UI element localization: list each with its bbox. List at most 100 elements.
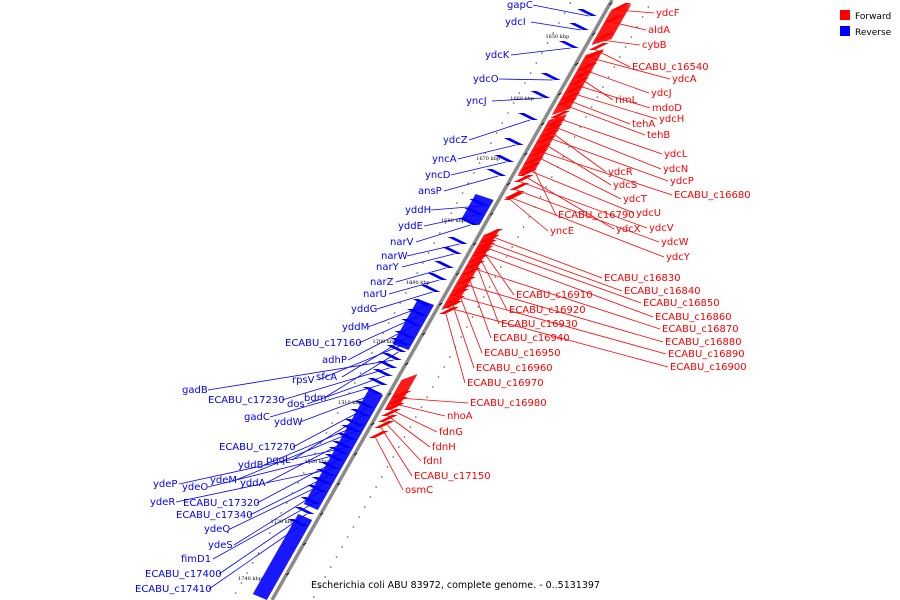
forward-gene-ECABU_c16540[interactable]	[588, 43, 609, 50]
gene-label-ydcI[interactable]: ydcI	[505, 17, 526, 28]
gene-label-ydeS[interactable]: ydeS	[208, 540, 233, 551]
reverse-gene-yddG[interactable]	[420, 285, 441, 292]
gene-label-yddM[interactable]: yddM	[342, 322, 369, 333]
reverse-gene-yncA[interactable]	[503, 138, 524, 145]
gene-label-sfcA[interactable]: sfcA	[316, 372, 337, 383]
gene-label-ydcK[interactable]: ydcK	[485, 50, 510, 61]
gene-label-ydcY[interactable]: ydcY	[666, 252, 691, 263]
reverse-gene-dos[interactable]	[372, 369, 393, 376]
gene-label-ydcX[interactable]: ydcX	[616, 224, 641, 235]
gene-label-rpsV[interactable]: rpsV	[292, 375, 315, 386]
gene-label-ydcN[interactable]: ydcN	[663, 164, 688, 175]
gene-label-ydcH[interactable]: ydcH	[659, 114, 684, 125]
gene-label-ECABU_c16970[interactable]: ECABU_c16970	[467, 378, 544, 389]
gene-label-rimL[interactable]: rimL	[615, 95, 638, 106]
gene-label-ansP[interactable]: ansP	[418, 186, 442, 197]
gene-label-gapC[interactable]: gapC	[507, 0, 533, 11]
gene-label-ydcT[interactable]: ydcT	[623, 194, 648, 205]
gene-label-ydcA[interactable]: ydcA	[672, 74, 697, 85]
gene-label-yncD[interactable]: yncD	[425, 170, 451, 181]
gene-label-tehA[interactable]: tehA	[632, 119, 655, 130]
reverse-gene-ydcO[interactable]	[540, 73, 561, 80]
gene-label-pqqL[interactable]: pqqL	[266, 455, 291, 466]
gene-label-yddA[interactable]: yddA	[240, 478, 266, 489]
gene-label-ECABU_c16860[interactable]: ECABU_c16860	[655, 312, 732, 323]
gene-label-ydeP[interactable]: ydeP	[153, 479, 177, 490]
forward-gene-fdnG[interactable]	[384, 403, 405, 410]
gene-label-yncE[interactable]: yncE	[550, 226, 574, 237]
gene-label-fdnH[interactable]: fdnH	[432, 442, 456, 453]
gene-label-ydcU[interactable]: ydcU	[636, 208, 661, 219]
forward-gene-ECABU_c16970[interactable]	[438, 307, 459, 314]
forward-gene-ydcF[interactable]	[611, 3, 632, 10]
forward-gene-ydcV[interactable]	[513, 175, 534, 182]
reverse-gene-ECABU_c17400[interactable]	[294, 507, 315, 514]
gene-label-ydcW[interactable]: ydcW	[661, 237, 689, 248]
gene-label-ECABU_c17410[interactable]: ECABU_c17410	[135, 584, 212, 595]
gene-label-yddG[interactable]: yddG	[351, 304, 377, 315]
gene-label-ECABU_c17230[interactable]: ECABU_c17230	[208, 395, 285, 406]
reverse-gene-gapC[interactable]	[576, 9, 597, 16]
gene-label-narZ[interactable]: narZ	[370, 277, 394, 288]
gene-label-adhP[interactable]: adhP	[322, 355, 347, 366]
gene-label-ECABU_c16900[interactable]: ECABU_c16900	[670, 362, 747, 373]
gene-label-ECABU_c16540[interactable]: ECABU_c16540	[632, 62, 709, 73]
reverse-gene-ECABU_c17230[interactable]	[377, 361, 398, 368]
reverse-gene-ydcK[interactable]	[558, 41, 579, 48]
gene-label-ECABU_c17150[interactable]: ECABU_c17150	[414, 471, 491, 482]
gene-label-narU[interactable]: narU	[363, 289, 387, 300]
gene-label-ECABU_c16920[interactable]: ECABU_c16920	[509, 305, 586, 316]
forward-gene-osmC[interactable]	[368, 431, 389, 438]
gene-label-ECABU_c16910[interactable]: ECABU_c16910	[516, 290, 593, 301]
gene-label-gadC[interactable]: gadC	[244, 412, 270, 423]
gene-label-cybB[interactable]: cybB	[642, 40, 667, 51]
gene-label-fdnG[interactable]: fdnG	[439, 427, 463, 438]
reverse-gene-narY[interactable]	[441, 247, 462, 254]
gene-label-ECABU_c16930[interactable]: ECABU_c16930	[501, 319, 578, 330]
gene-label-bdm[interactable]: bdm	[304, 393, 326, 404]
reverse-gene-narU[interactable]	[427, 273, 448, 280]
gene-label-yddE[interactable]: yddE	[398, 221, 423, 232]
gene-label-ydeO[interactable]: ydeO	[182, 482, 208, 493]
gene-label-yncA[interactable]: yncA	[432, 154, 457, 165]
gene-label-narY[interactable]: narY	[376, 262, 400, 273]
reverse-gene-narW[interactable]	[447, 237, 468, 244]
gene-label-ydcO[interactable]: ydcO	[473, 74, 499, 85]
gene-label-ydcJ[interactable]: ydcJ	[651, 88, 672, 99]
reverse-gene-yncD[interactable]	[494, 155, 515, 162]
gene-label-narV[interactable]: narV	[390, 237, 414, 248]
gene-label-ydeQ[interactable]: ydeQ	[204, 524, 230, 535]
gene-label-ydeR[interactable]: ydeR	[150, 497, 175, 508]
reverse-gene-gadC[interactable]	[367, 378, 388, 385]
gene-label-aldA[interactable]: aldA	[648, 25, 670, 36]
forward-gene-ydcX[interactable]	[517, 169, 538, 176]
gene-label-ECABU_c16890[interactable]: ECABU_c16890	[668, 349, 745, 360]
gene-label-ydcR[interactable]: ydcR	[608, 167, 633, 178]
gene-label-ECABU_c16940[interactable]: ECABU_c16940	[493, 333, 570, 344]
gene-label-osmC[interactable]: osmC	[405, 485, 433, 496]
forward-gene-fdnI[interactable]	[377, 415, 398, 422]
gene-label-yncJ[interactable]: yncJ	[466, 96, 487, 107]
gene-label-ECABU_c16840[interactable]: ECABU_c16840	[624, 286, 701, 297]
gene-label-ECABU_c17160[interactable]: ECABU_c17160	[285, 338, 362, 349]
gene-label-fdnI[interactable]: fdnI	[423, 456, 442, 467]
gene-label-ECABU_c17320[interactable]: ECABU_c17320	[183, 498, 260, 509]
gene-label-ECABU_c16850[interactable]: ECABU_c16850	[643, 298, 720, 309]
reverse-gene-ansP[interactable]	[486, 169, 507, 176]
gene-label-nhoA[interactable]: nhoA	[447, 411, 473, 422]
gene-label-dos[interactable]: dos	[287, 399, 305, 410]
reverse-gene-bdm[interactable]	[386, 345, 407, 352]
reverse-gene-ydcI[interactable]	[568, 23, 589, 30]
gene-label-ydeM[interactable]: ydeM	[210, 475, 237, 486]
gene-label-ECABU_c16980[interactable]: ECABU_c16980	[470, 398, 547, 409]
reverse-gene-gadB[interactable]	[381, 353, 402, 360]
gene-label-yddB[interactable]: yddB	[238, 460, 264, 471]
forward-gene-fdnH[interactable]	[381, 409, 402, 416]
gene-label-yddH[interactable]: yddH	[405, 205, 431, 216]
gene-label-ydcL[interactable]: ydcL	[664, 149, 688, 160]
forward-gene-ydcW[interactable]	[509, 183, 530, 190]
gene-label-ydcF[interactable]: ydcF	[656, 8, 680, 19]
gene-label-ECABU_c16830[interactable]: ECABU_c16830	[604, 273, 681, 284]
reverse-gene-ydcZ[interactable]	[517, 113, 538, 120]
gene-label-ydcZ[interactable]: ydcZ	[443, 135, 468, 146]
